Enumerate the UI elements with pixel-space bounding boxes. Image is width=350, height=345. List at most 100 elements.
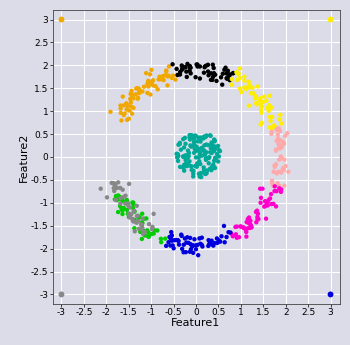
Point	[184, 163, 190, 169]
Point	[214, 78, 219, 84]
Point	[187, 249, 193, 255]
Point	[189, 164, 194, 169]
Point	[254, 208, 260, 214]
Point	[124, 101, 129, 106]
Point	[253, 219, 259, 225]
Point	[153, 83, 159, 89]
Point	[246, 103, 252, 109]
Point	[139, 220, 145, 225]
Point	[260, 99, 266, 105]
Point	[255, 214, 260, 219]
Point	[159, 239, 164, 245]
Point	[189, 167, 195, 173]
Point	[263, 216, 269, 221]
Point	[204, 170, 209, 176]
Point	[202, 169, 208, 175]
Point	[258, 95, 263, 101]
Point	[202, 64, 208, 69]
Point	[276, 186, 282, 191]
Point	[204, 142, 209, 147]
Point	[174, 151, 180, 157]
Point	[272, 124, 278, 129]
Point	[276, 117, 282, 122]
Point	[273, 184, 279, 189]
Point	[241, 225, 247, 231]
Point	[142, 233, 148, 238]
Point	[131, 208, 137, 214]
Point	[131, 96, 136, 101]
Point	[195, 64, 200, 69]
Point	[188, 247, 194, 252]
Point	[198, 135, 203, 140]
Point	[140, 229, 146, 234]
Point	[192, 146, 197, 151]
Point	[209, 167, 214, 173]
Point	[277, 128, 283, 134]
Point	[195, 160, 200, 166]
Point	[237, 75, 243, 80]
Point	[187, 135, 192, 140]
Point	[114, 197, 120, 203]
Point	[124, 117, 130, 122]
Point	[131, 208, 137, 214]
Point	[170, 61, 175, 67]
X-axis label: Feature1: Feature1	[172, 318, 220, 328]
Point	[247, 218, 253, 224]
Point	[151, 211, 156, 217]
Point	[246, 215, 252, 220]
Point	[140, 220, 145, 226]
Point	[104, 195, 110, 200]
Point	[216, 147, 222, 153]
Point	[210, 77, 215, 83]
Point	[141, 229, 147, 235]
Point	[264, 201, 270, 206]
Point	[196, 135, 201, 140]
Point	[131, 201, 136, 207]
Point	[211, 139, 217, 144]
Point	[118, 110, 124, 116]
Point	[241, 85, 247, 90]
Point	[214, 151, 220, 157]
Point	[145, 228, 150, 233]
Point	[197, 236, 202, 241]
Point	[194, 164, 199, 169]
Point	[199, 235, 205, 240]
Point	[276, 144, 282, 149]
Point	[125, 103, 131, 108]
Point	[206, 155, 212, 160]
Point	[224, 76, 229, 81]
Point	[176, 142, 181, 148]
Point	[231, 70, 236, 76]
Point	[204, 168, 210, 174]
Point	[190, 174, 196, 179]
Point	[168, 229, 174, 235]
Point	[174, 66, 180, 72]
Point	[237, 66, 243, 71]
Point	[240, 225, 246, 230]
Point	[215, 143, 221, 149]
Point	[244, 234, 249, 239]
Point	[198, 174, 204, 180]
Point	[196, 155, 201, 160]
Point	[188, 241, 194, 247]
Point	[117, 203, 123, 209]
Point	[188, 144, 194, 149]
Point	[238, 89, 244, 95]
Point	[274, 171, 280, 176]
Point	[134, 220, 139, 226]
Point	[163, 68, 169, 73]
Point	[210, 62, 216, 68]
Point	[191, 136, 197, 141]
Point	[245, 226, 251, 231]
Point	[186, 150, 192, 156]
Point	[255, 216, 260, 222]
Point	[195, 253, 201, 258]
Point	[139, 236, 145, 242]
Point	[215, 240, 220, 246]
Point	[203, 134, 209, 139]
Point	[277, 146, 282, 151]
Point	[183, 69, 189, 75]
Point	[209, 150, 215, 156]
Point	[258, 200, 264, 206]
Point	[275, 180, 280, 186]
